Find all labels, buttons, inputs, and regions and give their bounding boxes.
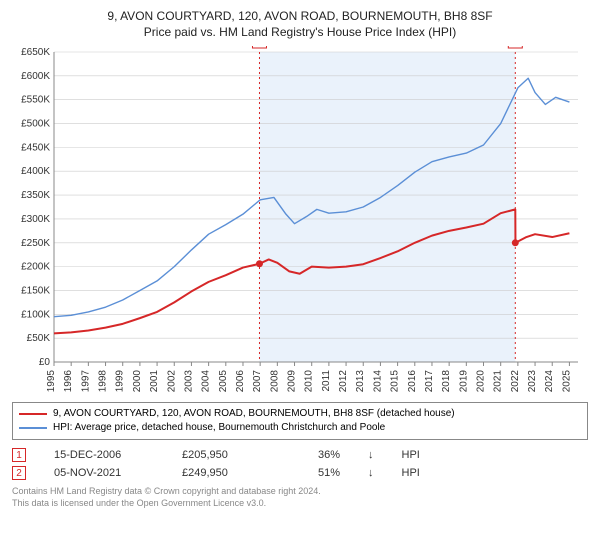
svg-text:2000: 2000 xyxy=(132,370,143,393)
svg-text:2019: 2019 xyxy=(458,370,469,393)
transaction-row: 1 15-DEC-2006 £205,950 36% ↓ HPI xyxy=(12,448,588,462)
svg-text:£100K: £100K xyxy=(21,310,50,321)
svg-text:2022: 2022 xyxy=(510,370,521,393)
svg-text:2016: 2016 xyxy=(407,370,418,393)
transaction-pct: 51% xyxy=(290,467,340,479)
svg-text:£400K: £400K xyxy=(21,167,50,178)
svg-text:£350K: £350K xyxy=(21,190,50,201)
svg-text:1995: 1995 xyxy=(46,370,57,393)
credits-line: Contains HM Land Registry data © Crown c… xyxy=(12,486,588,498)
svg-text:2010: 2010 xyxy=(304,370,315,393)
svg-text:1997: 1997 xyxy=(80,370,91,393)
transaction-date: 15-DEC-2006 xyxy=(54,449,154,461)
svg-text:2011: 2011 xyxy=(321,370,332,392)
svg-text:2013: 2013 xyxy=(355,370,366,393)
svg-text:£500K: £500K xyxy=(21,119,50,130)
svg-text:2015: 2015 xyxy=(390,370,401,393)
svg-text:£50K: £50K xyxy=(27,334,51,345)
svg-text:1: 1 xyxy=(257,46,263,47)
transaction-date: 05-NOV-2021 xyxy=(54,467,154,479)
transaction-marker-icon: 2 xyxy=(12,466,26,480)
svg-text:2014: 2014 xyxy=(372,370,383,393)
svg-text:£600K: £600K xyxy=(21,71,50,82)
transaction-marker-icon: 1 xyxy=(12,448,26,462)
transaction-pct: 36% xyxy=(290,449,340,461)
transaction-row: 2 05-NOV-2021 £249,950 51% ↓ HPI xyxy=(12,466,588,480)
legend-label: 9, AVON COURTYARD, 120, AVON ROAD, BOURN… xyxy=(53,407,455,421)
legend-item: 9, AVON COURTYARD, 120, AVON ROAD, BOURN… xyxy=(19,407,581,421)
svg-text:1998: 1998 xyxy=(98,370,109,393)
svg-text:2023: 2023 xyxy=(527,370,538,393)
legend: 9, AVON COURTYARD, 120, AVON ROAD, BOURN… xyxy=(12,402,588,440)
down-arrow-icon: ↓ xyxy=(368,467,374,479)
credits-line: This data is licensed under the Open Gov… xyxy=(12,498,588,510)
svg-text:2005: 2005 xyxy=(218,370,229,393)
transaction-vs-label: HPI xyxy=(402,449,452,461)
svg-text:£0: £0 xyxy=(39,357,51,368)
transaction-vs-label: HPI xyxy=(402,467,452,479)
svg-text:2024: 2024 xyxy=(544,370,555,393)
svg-text:2009: 2009 xyxy=(287,370,298,393)
svg-text:£200K: £200K xyxy=(21,262,50,273)
svg-text:£150K: £150K xyxy=(21,286,50,297)
svg-text:£300K: £300K xyxy=(21,214,50,225)
transaction-price: £249,950 xyxy=(182,467,262,479)
svg-text:£450K: £450K xyxy=(21,143,50,154)
svg-text:2017: 2017 xyxy=(424,370,435,393)
svg-text:2021: 2021 xyxy=(493,370,504,393)
chart-svg: £0 £50K £100K £150K £200K £250K £300K £350K £400… xyxy=(12,46,588,396)
chart-title: 9, AVON COURTYARD, 120, AVON ROAD, BOURN… xyxy=(12,8,588,40)
transaction-price: £205,950 xyxy=(182,449,262,461)
svg-text:2001: 2001 xyxy=(149,370,160,393)
svg-text:2004: 2004 xyxy=(201,370,212,393)
legend-label: HPI: Average price, detached house, Bour… xyxy=(53,421,385,435)
legend-item: HPI: Average price, detached house, Bour… xyxy=(19,421,581,435)
svg-text:2: 2 xyxy=(513,46,519,47)
svg-text:2008: 2008 xyxy=(269,370,280,393)
svg-text:2003: 2003 xyxy=(183,370,194,393)
line-chart: £0 £50K £100K £150K £200K £250K £300K £350K £400… xyxy=(12,46,588,396)
svg-text:1999: 1999 xyxy=(115,370,126,393)
svg-text:2007: 2007 xyxy=(252,370,263,393)
svg-text:2012: 2012 xyxy=(338,370,349,393)
legend-swatch xyxy=(19,427,47,429)
legend-swatch xyxy=(19,413,47,415)
svg-text:£650K: £650K xyxy=(21,47,50,58)
credits: Contains HM Land Registry data © Crown c… xyxy=(12,486,588,509)
svg-text:2002: 2002 xyxy=(166,370,177,393)
svg-text:1996: 1996 xyxy=(63,370,74,393)
svg-text:£550K: £550K xyxy=(21,95,50,106)
svg-text:2006: 2006 xyxy=(235,370,246,393)
svg-text:2025: 2025 xyxy=(561,370,572,393)
down-arrow-icon: ↓ xyxy=(368,449,374,461)
title-line-2: Price paid vs. HM Land Registry's House … xyxy=(12,24,588,40)
svg-text:£250K: £250K xyxy=(21,238,50,249)
svg-text:2018: 2018 xyxy=(441,370,452,393)
title-line-1: 9, AVON COURTYARD, 120, AVON ROAD, BOURN… xyxy=(12,8,588,24)
transaction-table: 1 15-DEC-2006 £205,950 36% ↓ HPI 2 05-NO… xyxy=(12,448,588,480)
svg-text:2020: 2020 xyxy=(476,370,487,393)
